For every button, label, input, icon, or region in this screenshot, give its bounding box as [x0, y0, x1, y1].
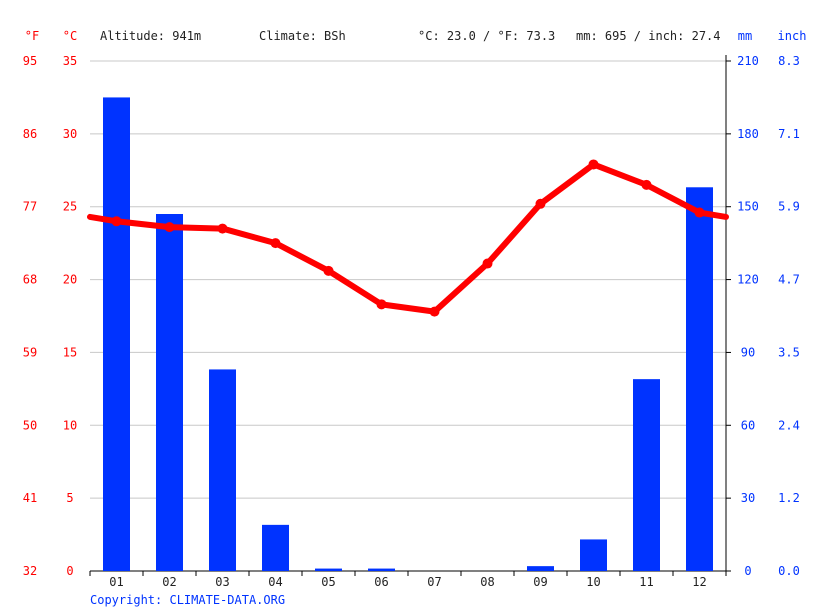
- mm-tick-label: 90: [741, 345, 755, 359]
- fahrenheit-tick-label: 95: [23, 54, 37, 68]
- precipitation-bar: [156, 214, 183, 571]
- month-tick-label: 06: [374, 575, 388, 589]
- temperature-line: [87, 159, 729, 317]
- month-tick-label: 12: [692, 575, 706, 589]
- month-tick-label: 01: [109, 575, 123, 589]
- precipitation-total-label: mm: 695 / inch: 27.4: [576, 29, 721, 43]
- month-tick-label: 10: [586, 575, 600, 589]
- fahrenheit-tick-label: 41: [23, 491, 37, 505]
- temperature-point: [323, 265, 334, 276]
- mm-tick-label: 0: [744, 564, 751, 578]
- temperature-point: [694, 207, 705, 218]
- copyright-label: Copyright: CLIMATE-DATA.ORG: [90, 593, 285, 607]
- temperature-point: [164, 222, 175, 233]
- celsius-tick-label: 0: [66, 564, 73, 578]
- temperature-point: [482, 258, 493, 269]
- inch-tick-label: 7.1: [778, 127, 800, 141]
- mm-tick-label: 150: [737, 200, 759, 214]
- month-tick-label: 03: [215, 575, 229, 589]
- mm-tick-label: 120: [737, 273, 759, 287]
- precipitation-bar: [527, 566, 554, 571]
- precipitation-bar: [368, 568, 395, 571]
- celsius-tick-label: 25: [63, 200, 77, 214]
- celsius-tick-label: 10: [63, 418, 77, 432]
- inch-tick-label: 0.0: [778, 564, 800, 578]
- precipitation-bar: [262, 524, 289, 571]
- month-tick-label: 05: [321, 575, 335, 589]
- month-tick-label: 11: [639, 575, 653, 589]
- celsius-tick-label: 20: [63, 273, 77, 287]
- month-tick-label: 04: [268, 575, 282, 589]
- temperature-point: [429, 306, 440, 317]
- inch-tick-label: 8.3: [778, 54, 800, 68]
- unit-inch-label: inch: [778, 29, 807, 43]
- fahrenheit-tick-label: 77: [23, 200, 37, 214]
- month-tick-label: 02: [162, 575, 176, 589]
- temperature-point: [641, 179, 652, 190]
- mm-tick-label: 60: [741, 418, 755, 432]
- inch-tick-label: 1.2: [778, 491, 800, 505]
- climate-label: Climate: BSh: [259, 29, 346, 43]
- month-tick-label: 08: [480, 575, 494, 589]
- gridlines: [90, 60, 726, 499]
- inch-tick-label: 5.9: [778, 200, 800, 214]
- temperature-average-label: °C: 23.0 / °F: 73.3: [418, 29, 555, 43]
- inch-tick-label: 4.7: [778, 273, 800, 287]
- fahrenheit-tick-label: 68: [23, 273, 37, 287]
- fahrenheit-tick-label: 32: [23, 564, 37, 578]
- mm-tick-label: 180: [737, 127, 759, 141]
- temperature-point: [111, 216, 122, 227]
- precipitation-bar: [580, 539, 607, 571]
- celsius-tick-label: 5: [66, 491, 73, 505]
- mm-tick-label: 210: [737, 54, 759, 68]
- temperature-point: [376, 299, 387, 310]
- temperature-point: [217, 223, 228, 234]
- precipitation-bar: [315, 568, 342, 571]
- unit-fahrenheit-label: °F: [25, 29, 39, 43]
- inch-tick-label: 2.4: [778, 418, 800, 432]
- axes: [89, 55, 731, 576]
- unit-celsius-label: °C: [63, 29, 77, 43]
- inch-tick-label: 3.5: [778, 345, 800, 359]
- temperature-point: [270, 238, 281, 249]
- precipitation-bars: [103, 97, 713, 572]
- precipitation-bar: [686, 187, 713, 572]
- temperature-point: [535, 198, 546, 209]
- temperature-line-path: [87, 161, 729, 315]
- celsius-tick-label: 30: [63, 127, 77, 141]
- tick-labels: 32 0 0 0.041 5 30 1.250 10 60 2.459 15 90 3.568 20 120…: [23, 54, 800, 589]
- month-tick-label: 07: [427, 575, 441, 589]
- celsius-tick-label: 15: [63, 345, 77, 359]
- celsius-tick-label: 35: [63, 54, 77, 68]
- mm-tick-label: 30: [741, 491, 755, 505]
- fahrenheit-tick-label: 59: [23, 345, 37, 359]
- fahrenheit-tick-label: 50: [23, 418, 37, 432]
- fahrenheit-tick-label: 86: [23, 127, 37, 141]
- altitude-label: Altitude: 941m: [100, 29, 201, 43]
- temperature-point: [588, 159, 599, 170]
- unit-mm-label: mm: [738, 29, 752, 43]
- precipitation-bar: [103, 97, 130, 571]
- precipitation-bar: [209, 369, 236, 571]
- precipitation-bar: [633, 379, 660, 571]
- month-tick-label: 09: [533, 575, 547, 589]
